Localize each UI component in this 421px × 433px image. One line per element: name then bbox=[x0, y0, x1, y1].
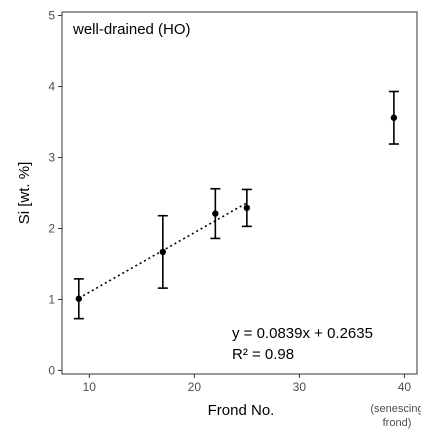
data-point bbox=[243, 204, 251, 212]
x-tick-label: 40 bbox=[398, 380, 412, 394]
y-axis-title: Si [wt. %] bbox=[16, 162, 33, 225]
data-points bbox=[75, 114, 398, 302]
y-tick-label: 1 bbox=[48, 292, 55, 306]
senescing-note-line2: frond) bbox=[383, 417, 412, 429]
y-tick-label: 0 bbox=[48, 363, 55, 377]
y-tick-label: 3 bbox=[48, 151, 55, 165]
y-axis-ticks: 0 1 2 3 4 5 bbox=[48, 9, 62, 377]
y-tick-label: 4 bbox=[48, 80, 55, 94]
x-axis-ticks: 10 20 30 40 bbox=[83, 374, 412, 394]
panel-label: well-drained (HO) bbox=[72, 21, 191, 38]
senescing-note-line1: (senescing bbox=[370, 403, 421, 415]
x-tick-label: 10 bbox=[83, 380, 97, 394]
r-squared-label: R² = 0.98 bbox=[232, 346, 294, 363]
x-tick-label: 20 bbox=[188, 380, 202, 394]
x-tick-label: 30 bbox=[293, 380, 307, 394]
x-axis-title: Frond No. bbox=[208, 402, 275, 419]
data-point bbox=[75, 295, 83, 302]
y-tick-label: 2 bbox=[48, 221, 55, 235]
trend-equation: y = 0.0839x + 0.2635 bbox=[232, 325, 373, 342]
y-tick-label: 5 bbox=[48, 9, 55, 23]
data-point bbox=[212, 210, 219, 217]
plot-panel bbox=[61, 11, 418, 375]
data-point bbox=[159, 248, 167, 256]
data-point bbox=[390, 114, 398, 121]
